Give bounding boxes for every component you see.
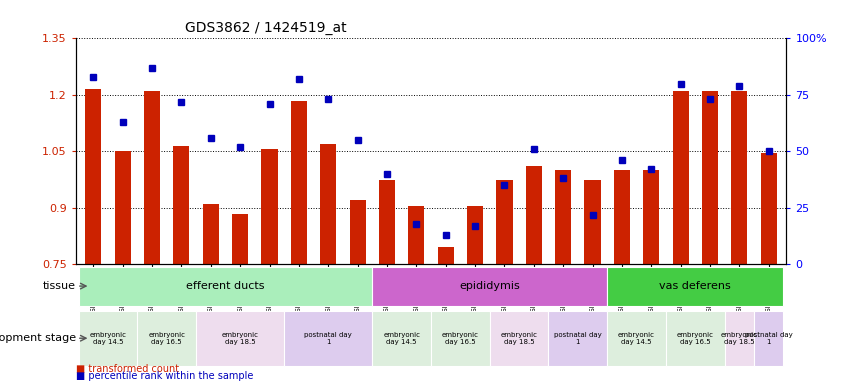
Text: postnatal day
1: postnatal day 1	[304, 332, 352, 345]
Bar	[431, 311, 489, 366]
Bar	[373, 266, 607, 306]
Bar	[607, 311, 666, 366]
Bar	[78, 266, 373, 306]
Text: GDS3862 / 1424519_at: GDS3862 / 1424519_at	[185, 21, 346, 35]
Bar	[467, 206, 483, 264]
Bar	[548, 311, 607, 366]
Bar	[496, 180, 512, 264]
Bar	[666, 311, 725, 366]
Bar	[144, 91, 160, 264]
Bar	[203, 204, 219, 264]
Text: embryonic
day 18.5: embryonic day 18.5	[222, 332, 259, 345]
Bar	[408, 206, 425, 264]
Bar	[754, 311, 784, 366]
Bar	[320, 144, 336, 264]
Text: embryonic
day 16.5: embryonic day 16.5	[677, 332, 714, 345]
Text: postnatal day
1: postnatal day 1	[745, 332, 792, 345]
Bar	[702, 91, 718, 264]
Bar	[555, 170, 571, 264]
Bar	[607, 266, 784, 306]
Bar	[232, 214, 248, 264]
Bar	[614, 170, 630, 264]
Text: tissue: tissue	[43, 281, 76, 291]
Bar	[85, 89, 102, 264]
Bar	[489, 311, 548, 366]
Bar	[173, 146, 189, 264]
Text: embryonic
day 14.5: embryonic day 14.5	[89, 332, 126, 345]
Text: vas deferens: vas deferens	[659, 281, 731, 291]
Bar	[373, 311, 431, 366]
Bar	[584, 180, 600, 264]
Bar	[379, 180, 395, 264]
Bar	[437, 247, 454, 264]
Bar	[291, 101, 307, 264]
Bar	[196, 311, 284, 366]
Text: efferent ducts: efferent ducts	[186, 281, 265, 291]
Text: embryonic
day 16.5: embryonic day 16.5	[148, 332, 185, 345]
Text: ■ percentile rank within the sample: ■ percentile rank within the sample	[76, 371, 253, 381]
Bar	[114, 151, 130, 264]
Bar	[262, 149, 278, 264]
Text: ■ transformed count: ■ transformed count	[76, 364, 179, 374]
Bar	[673, 91, 689, 264]
Text: embryonic
day 14.5: embryonic day 14.5	[383, 332, 420, 345]
Text: embryonic
day 16.5: embryonic day 16.5	[442, 332, 479, 345]
Bar	[643, 170, 659, 264]
Text: embryonic
day 14.5: embryonic day 14.5	[618, 332, 655, 345]
Text: embryonic
day 18.5: embryonic day 18.5	[500, 332, 537, 345]
Bar	[732, 91, 748, 264]
Bar	[350, 200, 366, 264]
Bar	[284, 311, 373, 366]
Bar	[725, 311, 754, 366]
Text: postnatal day
1: postnatal day 1	[554, 332, 601, 345]
Bar	[137, 311, 196, 366]
Text: embryonic
day 18.5: embryonic day 18.5	[721, 332, 758, 345]
Text: epididymis: epididymis	[459, 281, 520, 291]
Text: development stage: development stage	[0, 333, 76, 343]
Bar	[526, 166, 542, 264]
Bar	[760, 153, 777, 264]
Bar	[78, 311, 137, 366]
